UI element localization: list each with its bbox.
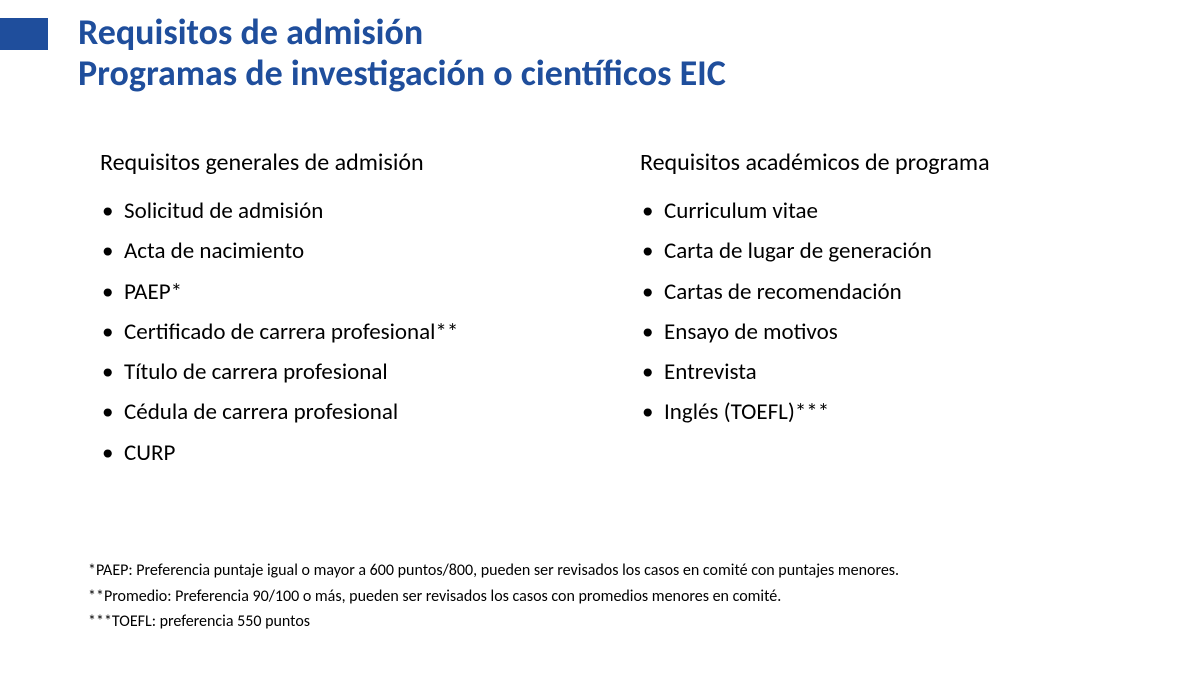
list-item: Acta de nacimiento bbox=[100, 231, 600, 271]
right-column-heading: Requisitos académicos de programa bbox=[640, 148, 1140, 177]
list-item: Cédula de carrera profesional bbox=[100, 392, 600, 432]
list-item: Solicitud de admisión bbox=[100, 191, 600, 231]
footnotes: *PAEP: Preferencia puntaje igual o mayor… bbox=[88, 558, 1140, 635]
footnote: **Promedio: Preferencia 90/100 o más, pu… bbox=[88, 584, 1140, 610]
list-item: Carta de lugar de generación bbox=[640, 231, 1140, 271]
list-item: Ensayo de motivos bbox=[640, 312, 1140, 352]
footnote: *PAEP: Preferencia puntaje igual o mayor… bbox=[88, 558, 1140, 584]
footnote: ***TOEFL: preferencia 550 puntos bbox=[88, 609, 1140, 635]
title-line-2: Programas de investigación o científicos… bbox=[78, 53, 1160, 94]
list-item: Cartas de recomendación bbox=[640, 272, 1140, 312]
left-column-heading: Requisitos generales de admisión bbox=[100, 148, 600, 177]
left-column: Requisitos generales de admisión Solicit… bbox=[100, 148, 600, 473]
list-item: Título de carrera profesional bbox=[100, 352, 600, 392]
right-column: Requisitos académicos de programa Curric… bbox=[640, 148, 1140, 473]
list-item: Entrevista bbox=[640, 352, 1140, 392]
right-requirements-list: Curriculum vitae Carta de lugar de gener… bbox=[640, 191, 1140, 433]
list-item: Curriculum vitae bbox=[640, 191, 1140, 231]
accent-bar bbox=[0, 18, 48, 50]
list-item: Inglés (TOEFL)*** bbox=[640, 392, 1140, 432]
slide-title: Requisitos de admisión Programas de inve… bbox=[78, 12, 1160, 95]
content-columns: Requisitos generales de admisión Solicit… bbox=[100, 148, 1140, 473]
left-requirements-list: Solicitud de admisión Acta de nacimiento… bbox=[100, 191, 600, 473]
list-item: PAEP* bbox=[100, 272, 600, 312]
list-item: Certificado de carrera profesional** bbox=[100, 312, 600, 352]
list-item: CURP bbox=[100, 433, 600, 473]
title-line-1: Requisitos de admisión bbox=[78, 12, 1160, 53]
